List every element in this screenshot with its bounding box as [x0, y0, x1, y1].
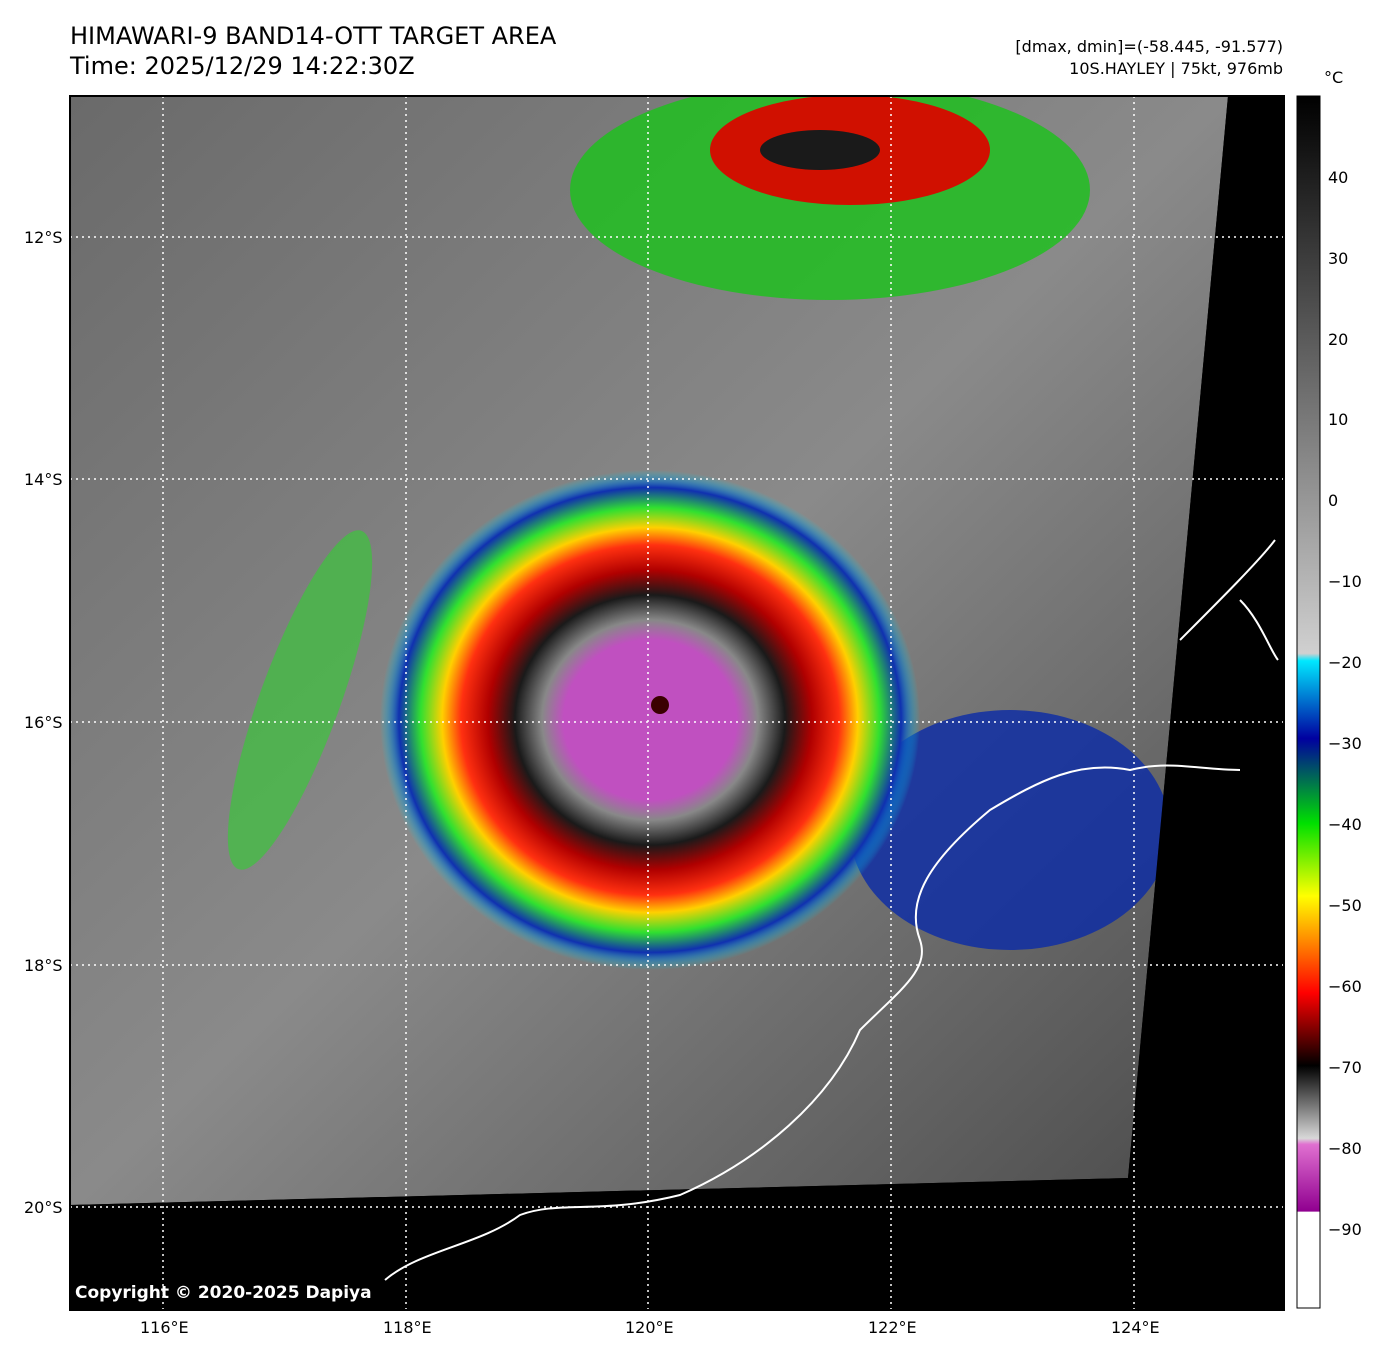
lon-tick: 120°E: [625, 1318, 674, 1337]
east-blue-region: [850, 710, 1170, 950]
colorbar-tick: 40: [1328, 168, 1349, 187]
lon-tick: 118°E: [383, 1318, 432, 1337]
chart-title: HIMAWARI-9 BAND14-OTT TARGET AREA: [70, 22, 557, 50]
colorbar-tick: 20: [1328, 330, 1349, 349]
chart-subtitle-time: Time: 2025/12/29 14:22:30Z: [70, 52, 415, 80]
lon-tick: 124°E: [1111, 1318, 1160, 1337]
colorbar-tick: −60: [1328, 977, 1362, 996]
colorbar-tick: −10: [1328, 572, 1362, 591]
colorbar-tick: −20: [1328, 653, 1362, 672]
lat-tick: 20°S: [24, 1198, 63, 1217]
colorbar: [1296, 95, 1321, 1309]
lon-tick: 116°E: [140, 1318, 189, 1337]
lat-tick: 18°S: [24, 956, 63, 975]
lon-tick: 122°E: [868, 1318, 917, 1337]
cyclone-core: [380, 470, 920, 970]
lat-tick: 16°S: [24, 713, 63, 732]
lat-tick: 12°S: [24, 228, 63, 247]
colorbar-unit: °C: [1324, 68, 1344, 87]
colorbar-tick: 30: [1328, 249, 1349, 268]
colorbar-tick: −90: [1328, 1220, 1362, 1239]
colorbar-tick: 0: [1328, 491, 1339, 510]
colorbar-tick: −30: [1328, 734, 1362, 753]
colorbar-tick: −80: [1328, 1139, 1362, 1158]
west-rainband: [227, 530, 373, 870]
map-frame: [69, 95, 1285, 1311]
storm-info-label: 10S.HAYLEY | 75kt, 976mb: [1069, 59, 1283, 78]
graticule: [70, 96, 1284, 1310]
colorbar-tick: −70: [1328, 1058, 1362, 1077]
colorbar-tick: 10: [1328, 410, 1349, 429]
colorbar-tick: −40: [1328, 815, 1362, 834]
colorbar-tick: −50: [1328, 896, 1362, 915]
lat-tick: 14°S: [24, 470, 63, 489]
cyclone-eye: [651, 696, 669, 714]
dmax-dmin-label: [dmax, dmin]=(-58.445, -91.577): [1015, 37, 1283, 56]
copyright-notice: Copyright © 2020-2025 Dapiya: [75, 1283, 372, 1303]
coastline: [384, 764, 1241, 1281]
